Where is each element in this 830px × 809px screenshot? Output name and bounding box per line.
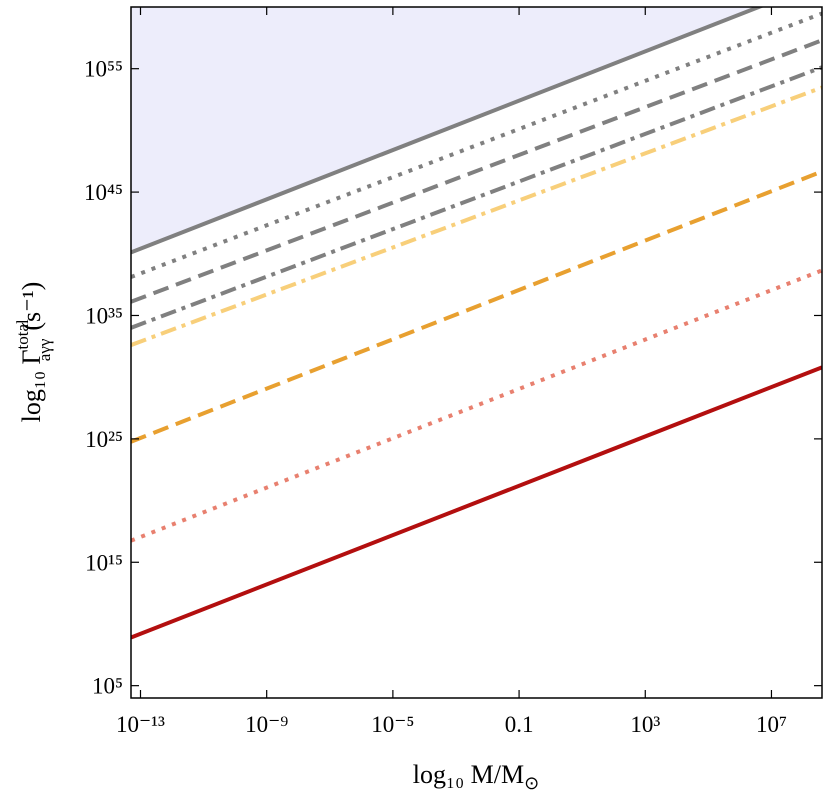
series-line: [131, 38, 822, 304]
series-line: [131, 85, 822, 347]
x-tick-label: 0.1: [505, 712, 534, 737]
plot-area: [131, 7, 822, 640]
y-label-unit: (s⁻¹): [17, 282, 46, 331]
y-axis-label: log₁₀ Γtotalaγγ (s⁻¹): [13, 282, 54, 423]
x-label-main: log₁₀ M/M: [413, 760, 524, 789]
x-tick-label: 10³: [630, 712, 660, 737]
series-line: [131, 169, 822, 444]
y-tick-label: 10⁵⁵: [84, 57, 123, 82]
y-label-sub: aγγ: [35, 338, 54, 361]
shaded-region: [131, 7, 759, 253]
y-tick-label: 10⁴⁵: [84, 180, 123, 205]
y-tick-label: 10⁵: [92, 674, 123, 699]
x-tick-label: 10⁻⁵: [371, 712, 414, 737]
y-tick-label: 10¹⁵: [85, 550, 123, 575]
series-line: [131, 268, 822, 543]
x-label-sub: ⊙: [524, 773, 539, 793]
y-tick-label: 10²⁵: [85, 427, 123, 452]
series-line: [131, 7, 765, 255]
series-line: [131, 65, 822, 330]
y-label-main: log₁₀ Γ: [17, 349, 46, 422]
x-axis-label: log₁₀ M/M⊙: [413, 760, 539, 793]
y-label-sup: total: [13, 319, 32, 349]
frame: [130, 6, 823, 699]
series-line: [131, 365, 822, 640]
x-tick-label: 10⁷: [756, 712, 787, 737]
series-line: [131, 11, 822, 279]
y-tick-label: 10³⁵: [85, 303, 123, 328]
x-tick-label: 10⁻¹³: [116, 712, 165, 737]
x-tick-label: 10⁻⁹: [245, 712, 288, 737]
